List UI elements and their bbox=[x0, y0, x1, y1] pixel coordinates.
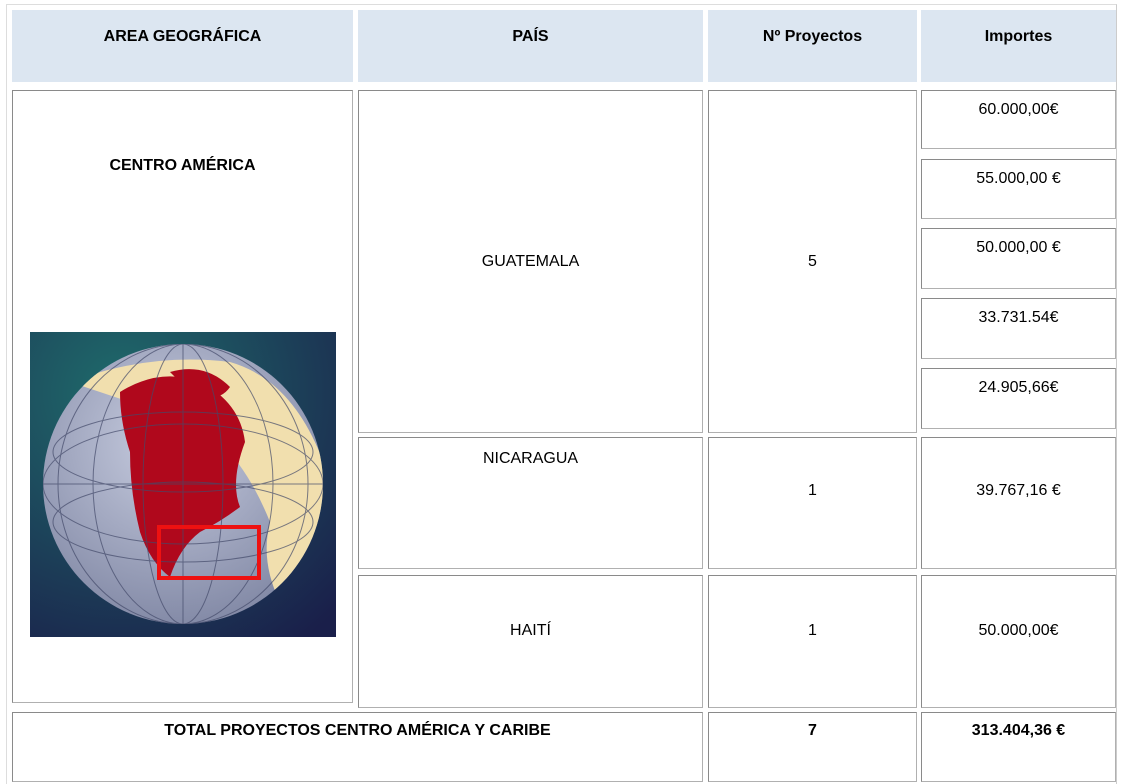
projects-cell: 1 bbox=[708, 575, 917, 708]
header-cell: Nº Proyectos bbox=[708, 10, 917, 82]
amount-cell: 60.000,00€ bbox=[921, 90, 1116, 149]
globe-image bbox=[30, 332, 336, 637]
country-cell: GUATEMALA bbox=[358, 90, 703, 433]
amount-cell: 39.767,16 € bbox=[921, 437, 1116, 569]
projects-cell: 1 bbox=[708, 437, 917, 569]
amount-cell: 50.000,00 € bbox=[921, 228, 1116, 289]
table-frame bbox=[6, 4, 1117, 784]
total-label: TOTAL PROYECTOS CENTRO AMÉRICA Y CARIBE bbox=[12, 712, 703, 782]
projects-cell: 5 bbox=[708, 90, 917, 433]
country-cell: NICARAGUA bbox=[358, 437, 703, 569]
area-cell: CENTRO AMÉRICA bbox=[12, 90, 353, 703]
country-cell: HAITÍ bbox=[358, 575, 703, 708]
header-cell: AREA GEOGRÁFICA bbox=[12, 10, 353, 82]
total-projects: 7 bbox=[708, 712, 917, 782]
amount-cell: 33.731.54€ bbox=[921, 298, 1116, 359]
amount-cell: 24.905,66€ bbox=[921, 368, 1116, 429]
amount-cell: 55.000,00 € bbox=[921, 159, 1116, 219]
amount-cell: 50.000,00€ bbox=[921, 575, 1116, 708]
header-cell: PAÍS bbox=[358, 10, 703, 82]
area-label: CENTRO AMÉRICA bbox=[109, 157, 256, 174]
total-amount: 313.404,36 € bbox=[921, 712, 1116, 782]
header-cell: Importes bbox=[921, 10, 1116, 82]
